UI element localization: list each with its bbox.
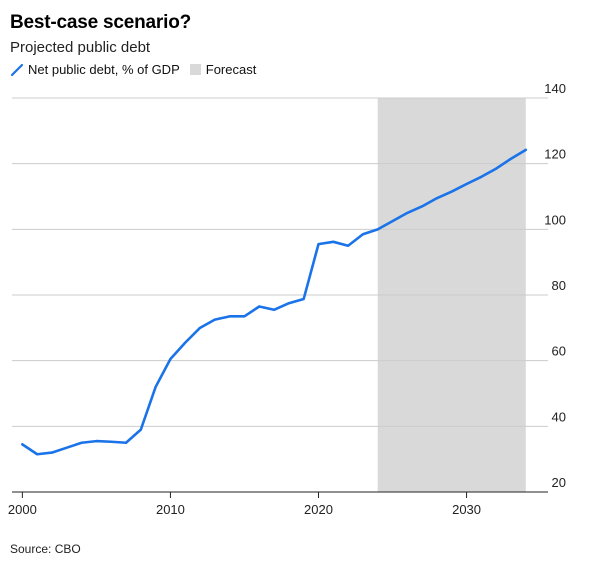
y-tick-label-120: 120 [544, 147, 566, 162]
y-tick-label-40: 40 [552, 409, 566, 424]
y-tick-label-80: 80 [552, 278, 566, 293]
x-tick-label-2000: 2000 [8, 502, 37, 517]
y-tick-label-60: 60 [552, 344, 566, 359]
x-tick-label-2010: 2010 [156, 502, 185, 517]
legend: Net public debt, % of GDP Forecast [10, 62, 266, 77]
x-tick-label-2030: 2030 [452, 502, 481, 517]
legend-forecast-label: Forecast [205, 62, 257, 77]
chart-title: Best-case scenario? [10, 12, 192, 33]
x-tick-label-2020: 2020 [304, 502, 333, 517]
legend-forecast-swatch [189, 64, 201, 75]
legend-item-series: Net public debt, % of GDP [10, 62, 180, 77]
legend-line-icon [10, 63, 24, 76]
chart-subtitle: Projected public debt [10, 39, 151, 56]
y-tick-label-100: 100 [544, 212, 566, 227]
legend-item-forecast: Forecast [189, 62, 257, 77]
y-tick-label-20: 20 [552, 475, 566, 490]
y-tick-label-140: 140 [544, 81, 566, 96]
legend-series-label: Net public debt, % of GDP [28, 62, 180, 77]
series-line-0 [21, 148, 528, 456]
source-note: Source: CBO [10, 542, 81, 556]
